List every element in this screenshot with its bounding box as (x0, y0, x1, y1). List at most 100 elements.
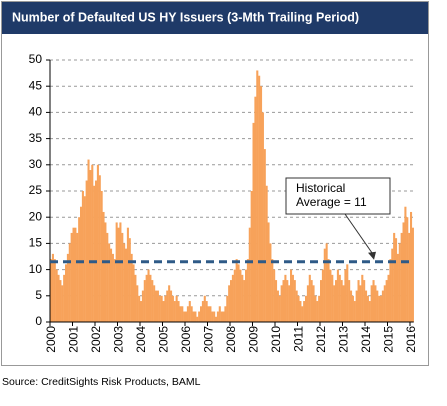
bar (241, 274, 244, 322)
bar (273, 269, 276, 322)
bar (102, 211, 105, 322)
bar (57, 274, 60, 322)
bar (224, 306, 227, 322)
bar (338, 274, 341, 322)
x-tick-label: 2000 (44, 326, 58, 353)
bar (400, 232, 403, 322)
bar (186, 306, 189, 322)
bar (76, 232, 79, 322)
bar (398, 243, 401, 322)
bar (252, 122, 255, 322)
x-tick-label: 2006 (179, 326, 193, 353)
bar (51, 253, 54, 322)
bar (130, 253, 133, 322)
annotation-box (285, 177, 391, 215)
bar (355, 290, 358, 322)
bar (65, 264, 68, 322)
bar (288, 285, 291, 322)
bar (276, 290, 279, 322)
x-tick-label: 2014 (359, 326, 373, 353)
bar (110, 248, 113, 322)
bar (323, 248, 326, 322)
bar (321, 269, 324, 322)
bar (201, 301, 204, 322)
bar (310, 280, 313, 322)
bar (188, 301, 191, 322)
x-tick-label: 2005 (157, 326, 171, 353)
bar (121, 232, 124, 322)
bar (286, 280, 289, 322)
bar (389, 259, 392, 322)
bar (61, 285, 64, 322)
bar (396, 253, 399, 322)
bar (156, 290, 159, 322)
bar (70, 232, 73, 322)
bar (162, 301, 165, 322)
bar (111, 253, 114, 322)
bar (291, 274, 294, 322)
bar (301, 306, 304, 322)
x-tick-label: 2016 (404, 326, 418, 353)
bar (351, 295, 354, 322)
bar (59, 280, 62, 322)
bar (138, 295, 141, 322)
bar (149, 274, 152, 322)
bar (348, 280, 351, 322)
bar (179, 306, 182, 322)
bar (246, 259, 249, 322)
bar (243, 280, 246, 322)
bar (282, 280, 285, 322)
bar (233, 269, 236, 322)
bar (393, 232, 396, 322)
bar (126, 227, 129, 322)
annotation-text: Historical (296, 181, 345, 195)
bar (404, 206, 407, 322)
bar (231, 274, 234, 322)
bar (196, 316, 199, 322)
bar (117, 227, 120, 322)
bar (271, 259, 274, 322)
bar (320, 280, 323, 322)
bar (327, 259, 330, 322)
bar (216, 311, 219, 322)
bar (378, 295, 381, 322)
bar (93, 185, 96, 322)
bar (331, 274, 334, 322)
x-tick-label: 2002 (89, 326, 103, 353)
bar (344, 269, 347, 322)
bar (215, 316, 218, 322)
y-tick-label: 50 (29, 52, 43, 66)
bar (342, 285, 345, 322)
source: Source: CreditSights Risk Products, BAML (2, 376, 201, 388)
x-tick-label: 2012 (314, 326, 328, 353)
bar (80, 206, 83, 322)
bar (406, 217, 409, 322)
bar (140, 301, 143, 322)
bar (226, 295, 229, 322)
bar (411, 227, 414, 322)
bar (87, 159, 90, 322)
bar (306, 285, 309, 322)
bar (365, 290, 368, 322)
bar (151, 280, 154, 322)
bar (336, 269, 339, 322)
bar (340, 280, 343, 322)
annotation-text: Average = 11 (296, 195, 367, 209)
bar (143, 280, 146, 322)
bar (185, 311, 188, 322)
bar (50, 259, 53, 322)
bar (350, 290, 353, 322)
y-tick-label: 5 (35, 288, 42, 302)
bar (85, 180, 88, 322)
bar (381, 290, 384, 322)
bar (275, 280, 278, 322)
bar (372, 280, 375, 322)
bar (383, 285, 386, 322)
bar (203, 295, 206, 322)
x-tick-label: 2013 (337, 326, 351, 353)
bar (312, 285, 315, 322)
bar (299, 301, 302, 322)
bar (175, 295, 178, 322)
